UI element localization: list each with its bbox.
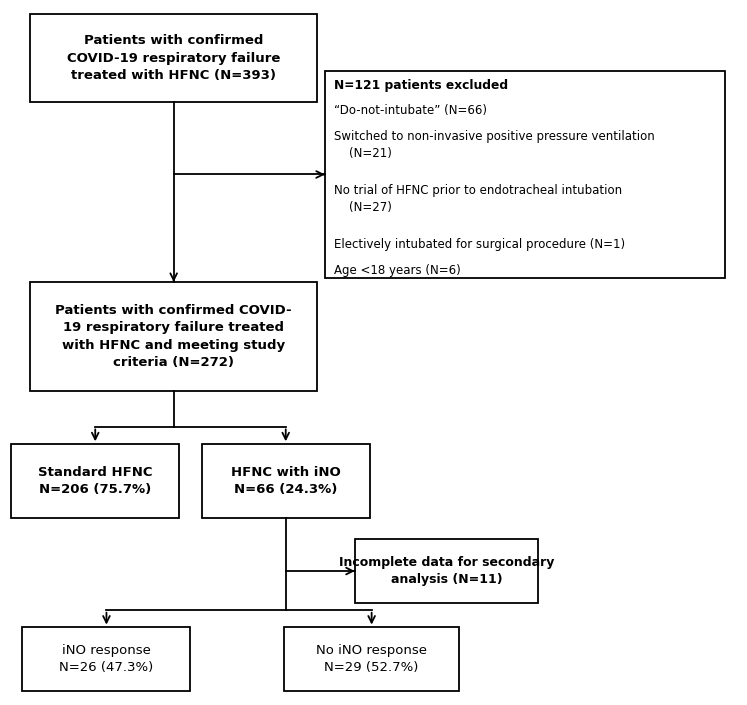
Bar <box>284 627 459 691</box>
Text: “Do-not-intubate” (N=66): “Do-not-intubate” (N=66) <box>334 104 487 116</box>
Bar <box>11 444 179 518</box>
Bar <box>355 539 538 603</box>
Text: Incomplete data for secondary
analysis (N=11): Incomplete data for secondary analysis (… <box>338 556 554 587</box>
Text: Standard HFNC
N=206 (75.7%): Standard HFNC N=206 (75.7%) <box>38 466 152 496</box>
Text: Patients with confirmed
COVID-19 respiratory failure
treated with HFNC (N=393): Patients with confirmed COVID-19 respira… <box>67 34 280 82</box>
Bar <box>22 627 190 691</box>
Text: No iNO response
N=29 (52.7%): No iNO response N=29 (52.7%) <box>316 644 427 675</box>
Text: HFNC with iNO
N=66 (24.3%): HFNC with iNO N=66 (24.3%) <box>231 466 341 496</box>
Bar <box>325 70 725 278</box>
Bar <box>30 282 317 391</box>
Text: Age <18 years (N=6): Age <18 years (N=6) <box>334 264 461 277</box>
Bar <box>202 444 370 518</box>
Text: No trial of HFNC prior to endotracheal intubation
    (N=27): No trial of HFNC prior to endotracheal i… <box>334 184 622 214</box>
Text: Electively intubated for surgical procedure (N=1): Electively intubated for surgical proced… <box>334 238 625 250</box>
Bar <box>30 14 317 102</box>
Text: N=121 patients excluded: N=121 patients excluded <box>334 79 508 92</box>
Text: iNO response
N=26 (47.3%): iNO response N=26 (47.3%) <box>59 644 154 675</box>
Text: Switched to non-invasive positive pressure ventilation
    (N=21): Switched to non-invasive positive pressu… <box>334 130 654 160</box>
Text: Patients with confirmed COVID-
19 respiratory failure treated
with HFNC and meet: Patients with confirmed COVID- 19 respir… <box>55 304 292 369</box>
